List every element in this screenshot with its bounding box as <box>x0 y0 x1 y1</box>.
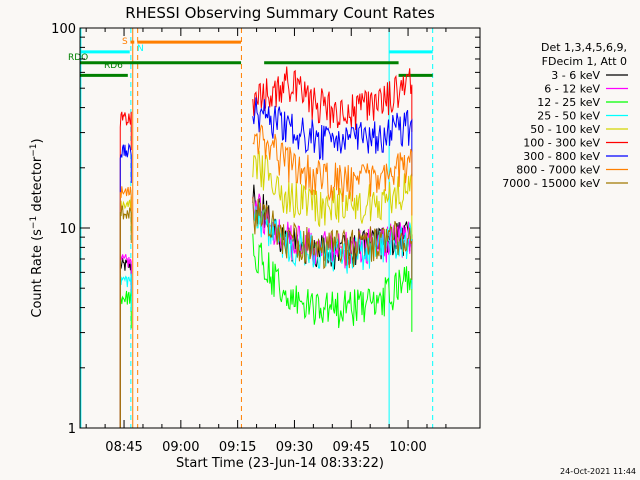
flag-label-n: N <box>137 44 144 54</box>
y-axis-label: Count Rate (s−1 detector−1) <box>29 138 45 317</box>
legend-header-line1: Det 1,3,4,5,6,9, <box>541 41 627 54</box>
series-line-3-6-kev-seg1 <box>119 257 132 428</box>
series-line-12-25-kev-seg1 <box>119 290 132 428</box>
x-tick-label-1000: 10:00 <box>389 440 426 455</box>
series-line-300-800-kev-seg1 <box>119 142 132 428</box>
series-line-6-12-kev-seg1 <box>119 254 132 428</box>
chart-title: RHESSI Observing Summary Count Rates <box>125 4 435 22</box>
series-line-800-7000-kev-seg2 <box>252 124 413 216</box>
x-axis-label: Start Time (23-Jun-14 08:33:22) <box>176 456 384 471</box>
y-axis-label-exp2: −1 <box>29 143 39 156</box>
x-tick-label-0945: 09:45 <box>333 440 370 455</box>
series-line-25-50-kev-seg2 <box>252 202 413 290</box>
series-line-7000-15000-kev-seg1 <box>119 205 132 428</box>
plot-area: SN RDO RD6 <box>68 28 434 428</box>
legend-label-800-7000-kev: 800 - 7000 keV <box>516 164 600 177</box>
legend-label-3-6-kev: 3 - 6 keV <box>551 69 600 82</box>
flag-label-rdo: RDO <box>68 53 88 63</box>
flag-label-s: S <box>122 37 128 47</box>
x-tick-label-0845: 08:45 <box>105 440 142 455</box>
x-tick-label-0915: 09:15 <box>219 440 256 455</box>
series-line-800-7000-kev-seg1 <box>119 186 132 428</box>
y-axis-label-end: ) <box>30 138 45 143</box>
y-tick-label-10: 10 <box>59 222 76 237</box>
series-line-6-12-kev-seg2 <box>252 193 413 290</box>
series-line-7000-15000-kev-seg2 <box>252 196 413 280</box>
y-tick-label-100: 100 <box>51 22 76 37</box>
y-tick-label-1: 1 <box>68 422 76 437</box>
legend-label-100-300-kev: 100 - 300 keV <box>523 137 600 150</box>
legend: Det 1,3,4,5,6,9, FDecim 1, Att 0 3 - 6 k… <box>502 41 628 190</box>
x-tick-label-0900: 09:00 <box>162 440 199 455</box>
legend-label-50-100-kev: 50 - 100 keV <box>530 123 600 136</box>
legend-label-7000-15000-kev: 7000 - 15000 keV <box>502 177 600 190</box>
series-line-12-25-kev-seg2 <box>252 233 413 332</box>
legend-header-line2: FDecim 1, Att 0 <box>542 55 627 68</box>
legend-label-12-25-kev: 12 - 25 keV <box>537 96 600 109</box>
y-axis-label-mid: detector <box>30 156 45 216</box>
generation-timestamp: 24-Oct-2021 11:44 <box>560 467 636 476</box>
flag-label-rd6: RD6 <box>104 61 123 71</box>
x-tick-label-0930: 09:30 <box>276 440 313 455</box>
legend-label-6-12-kev: 6 - 12 keV <box>544 83 600 96</box>
y-axis: 1 10 100 <box>51 22 480 437</box>
series-line-100-300-kev-seg2 <box>252 66 413 132</box>
series-line-100-300-kev-seg1 <box>119 111 132 428</box>
legend-label-25-50-kev: 25 - 50 keV <box>537 110 600 123</box>
series-line-300-800-kev-seg2 <box>252 97 413 177</box>
legend-label-300-800-kev: 300 - 800 keV <box>523 150 600 163</box>
series-line-25-50-kev-seg1 <box>119 272 132 428</box>
y-axis-label-main: Count Rate (s <box>30 229 45 318</box>
x-axis: 08:45 09:00 09:15 09:30 09:45 10:00 <box>85 28 447 455</box>
y-axis-label-exp1: −1 <box>29 216 39 229</box>
